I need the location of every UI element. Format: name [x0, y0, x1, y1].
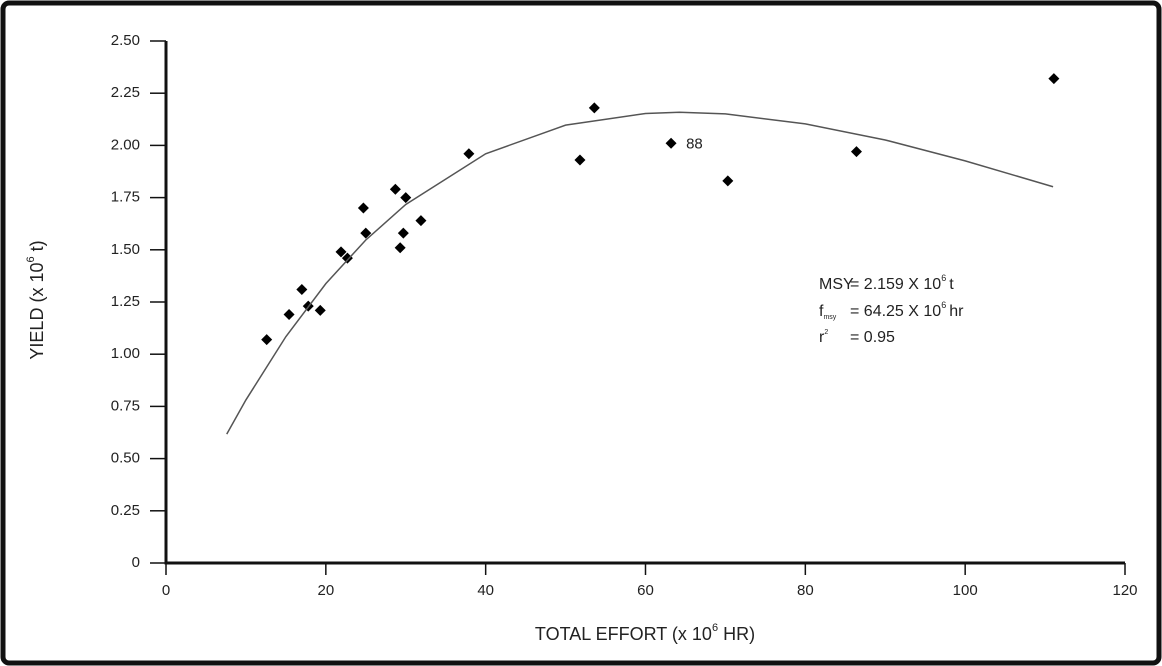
y-tick-label: 0.25	[111, 502, 140, 519]
y-tick-label: 2.50	[111, 32, 140, 49]
point	[400, 192, 412, 204]
point	[314, 304, 326, 316]
point	[665, 137, 677, 149]
ann-part: f	[819, 303, 824, 320]
x-tick-label: 0	[162, 582, 170, 599]
point-label: 88	[686, 135, 703, 152]
point	[389, 183, 401, 195]
y-tick-label: 1.75	[111, 189, 140, 206]
y-title-part: t)	[27, 240, 47, 256]
point	[296, 283, 308, 295]
annotation-text: = 64.25 X 106 hr	[850, 300, 964, 320]
y-title-sup: 6	[25, 256, 37, 262]
y-axis-title: YIELD (x 106 t)	[25, 240, 47, 359]
ann-part: r	[819, 329, 825, 346]
point	[394, 242, 406, 254]
ann-sub: msy	[823, 314, 836, 321]
annotation-label: r2	[819, 329, 828, 346]
point	[283, 309, 295, 321]
x-title-sup: 6	[712, 622, 718, 634]
x-tick-label: 120	[1112, 582, 1137, 599]
x-axis-title: TOTAL EFFORT (x 106 HR)	[535, 622, 755, 644]
ann-sup: 2	[824, 329, 828, 336]
y-tick-label: 1.00	[111, 345, 140, 362]
y-tick-label: 0	[132, 554, 140, 571]
annotation-label: MSY	[819, 276, 854, 293]
point	[722, 175, 734, 187]
x-tick-label: 80	[797, 582, 814, 599]
annotation-text: = 2.159 X 106 t	[850, 273, 954, 293]
point	[1048, 73, 1060, 85]
x-title-part: HR)	[718, 624, 755, 644]
y-tick-label: 1.50	[111, 241, 140, 258]
ann-part: = 64.25 X 10	[850, 303, 941, 320]
y-tick-label: 0.50	[111, 450, 140, 467]
ann-unit: hr	[949, 303, 964, 320]
point	[261, 334, 273, 346]
point	[588, 102, 600, 114]
y-tick-label: 0.75	[111, 397, 140, 414]
annotation-block: MSY = 2.159 X 106 t fmsy = 64.25 X 106 hr …	[819, 273, 964, 346]
x-tick-label: 100	[953, 582, 978, 599]
point	[574, 154, 586, 166]
x-tick-label: 20	[317, 582, 334, 599]
point	[397, 227, 409, 239]
y-tick-label: 1.25	[111, 293, 140, 310]
y-title-part: YIELD (x 10	[27, 263, 47, 360]
y-tick-label: 2.00	[111, 136, 140, 153]
x-tick-label: 60	[637, 582, 654, 599]
point	[335, 246, 347, 258]
fit-curve	[226, 111, 1054, 435]
point	[360, 227, 372, 239]
ann-sup: 6	[941, 300, 946, 310]
x-title-part: TOTAL EFFORT (x 10	[535, 624, 712, 644]
x-tick-label: 40	[477, 582, 494, 599]
annotation-text: = 0.95	[850, 329, 895, 346]
ann-sup: 6	[941, 273, 946, 283]
y-tick-label: 2.25	[111, 84, 140, 101]
point	[341, 252, 353, 264]
point	[415, 215, 427, 227]
point	[357, 202, 369, 214]
point	[463, 148, 475, 160]
annotation-label: fmsy	[819, 303, 837, 321]
point	[850, 146, 862, 158]
ann-part: = 2.159 X 10	[850, 276, 941, 293]
ann-unit: t	[949, 276, 954, 293]
